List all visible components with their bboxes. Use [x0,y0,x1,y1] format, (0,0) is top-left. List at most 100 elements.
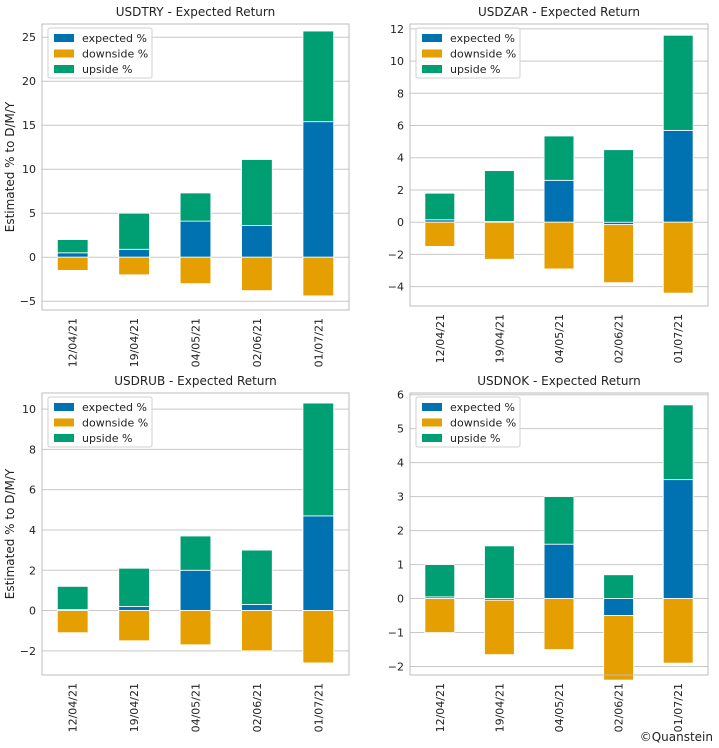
y-tick-label: 8 [397,87,404,100]
chart-panel-4: 12/04/21 19/04/21 04/05/21 02/06/21 01/07/21… [388,374,709,732]
bar-downside [179,256,212,285]
bar-expected [543,543,575,599]
y-tick-label: 6 [397,120,404,133]
bar-expected [662,129,694,223]
bar-upside [484,170,515,222]
x-tick-label: 02/06/21 [613,683,626,732]
y-tick-label: 8 [29,443,36,456]
bar-downside [543,221,575,270]
y-tick-label: 25 [22,31,36,44]
bar-expected [118,606,150,611]
copyright-credit: ©Quanstein [639,730,713,744]
bar-expected [179,220,212,258]
bar-upside [241,159,273,226]
chart-panel-3: 12/04/21 19/04/21 04/05/21 02/06/21 01/07/21… [3,374,350,732]
bar-upside [179,535,212,571]
bar-downside [543,598,575,650]
bar-downside [484,599,515,656]
legend-label-upside: upside % [450,63,500,76]
legend-label-upside: upside % [450,432,500,445]
y-tick-label: −5 [20,295,36,308]
legend-swatch-upside [422,434,442,442]
y-tick-label: 2 [29,564,36,577]
y-tick-label: 0 [29,251,36,264]
y-tick-label: 0 [29,605,36,618]
bar-downside [118,610,150,642]
bar-downside [179,610,212,646]
y-tick-label: 4 [397,457,404,470]
bar-downside [302,256,335,297]
x-tick-label: 02/06/21 [251,318,264,367]
y-tick-label: 4 [29,524,36,537]
bar-upside [118,212,150,250]
y-tick-label: 10 [22,403,36,416]
bar-expected [543,179,575,223]
bar-downside [241,256,273,292]
bar-upside [424,192,456,221]
y-tick-label: 3 [397,491,404,504]
y-tick-label: 0 [397,593,404,606]
bar-downside [424,598,456,633]
legend-swatch-expected [54,34,74,42]
legend-label-upside: upside % [82,63,132,76]
legend-swatch-upside [54,65,74,73]
bar-downside [118,256,150,276]
legend-label-downside: downside % [82,417,148,430]
y-tick-label: 0 [397,216,404,229]
plot-frame [409,392,709,676]
x-tick-label: 12/04/21 [67,318,80,367]
x-tick-label: 01/07/21 [312,318,325,367]
bar-downside [603,615,634,681]
chart-title: USDNOK - Expected Return [477,374,641,388]
bar-expected [179,569,212,611]
chart-panel-1: 12/04/21 19/04/21 04/05/21 02/06/21 01/07/21… [3,5,350,367]
chart-title: USDRUB - Expected Return [114,374,277,388]
x-tick-label: 04/05/21 [553,314,566,363]
legend-swatch-downside [54,418,74,427]
y-tick-label: −2 [388,248,404,261]
bar-downside [241,610,273,652]
plot-frame [409,23,709,307]
bar-expected [241,604,273,611]
y-tick-label: 5 [397,423,404,436]
bar-expected [662,479,694,599]
bar-downside [603,224,634,284]
legend-label-expected: expected % [82,32,147,45]
y-axis-label: Estimated % to D/M/Y [3,468,17,599]
x-tick-label: 02/06/21 [251,683,264,732]
x-tick-label: 19/04/21 [128,318,141,367]
y-tick-label: −4 [388,281,404,294]
bar-downside [56,610,89,634]
legend-label-downside: downside % [450,48,516,61]
bar-downside [484,221,515,260]
bar-upside [603,149,634,223]
chart-title: USDZAR - Expected Return [478,5,640,19]
legend-label-downside: downside % [450,417,516,430]
bar-upside [302,30,335,123]
x-tick-label: 19/04/21 [128,683,141,732]
legend-swatch-downside [422,49,442,58]
legend-swatch-expected [422,34,442,42]
y-tick-label: 15 [22,119,36,132]
plot-frame [41,392,350,676]
bar-upside [603,574,634,599]
y-tick-label: 20 [22,75,36,88]
bar-upside [662,34,694,131]
bar-downside [424,221,456,247]
y-axis-label: Estimated % to D/M/Y [3,101,17,232]
x-tick-label: 04/05/21 [553,683,566,732]
bar-upside [56,239,89,254]
bar-upside [543,496,575,545]
x-tick-label: 19/04/21 [493,314,506,363]
y-tick-label: 5 [29,207,36,220]
y-tick-label: 10 [22,163,36,176]
chart-title: USDTRY - Expected Return [116,5,275,19]
legend-label-expected: expected % [82,401,147,414]
y-tick-label: 10 [390,55,404,68]
y-tick-label: 12 [390,23,404,36]
plot-frame [41,23,350,311]
y-tick-label: −1 [388,627,404,640]
bar-upside [662,404,694,481]
legend-swatch-upside [54,434,74,442]
